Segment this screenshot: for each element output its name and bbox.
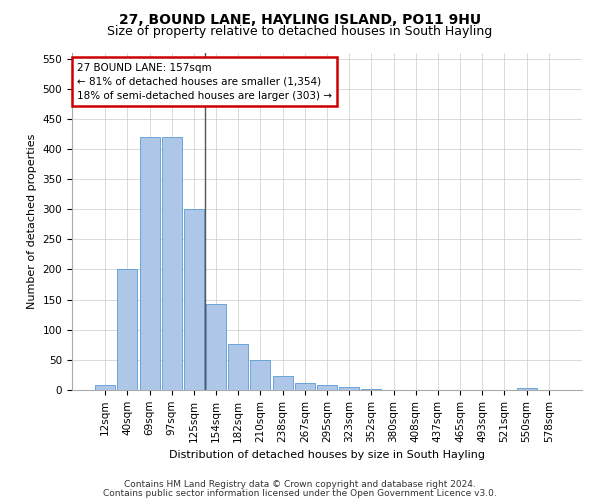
Text: 27 BOUND LANE: 157sqm
← 81% of detached houses are smaller (1,354)
18% of semi-d: 27 BOUND LANE: 157sqm ← 81% of detached … bbox=[77, 62, 332, 100]
Text: 27, BOUND LANE, HAYLING ISLAND, PO11 9HU: 27, BOUND LANE, HAYLING ISLAND, PO11 9HU bbox=[119, 12, 481, 26]
Bar bbox=[140, 137, 160, 390]
Bar bbox=[206, 304, 226, 390]
Bar bbox=[295, 384, 315, 390]
Bar bbox=[272, 376, 293, 390]
Bar bbox=[184, 209, 204, 390]
Bar bbox=[339, 387, 359, 390]
Y-axis label: Number of detached properties: Number of detached properties bbox=[27, 134, 37, 309]
Bar bbox=[118, 270, 137, 390]
Bar bbox=[317, 385, 337, 390]
Text: Contains HM Land Registry data © Crown copyright and database right 2024.: Contains HM Land Registry data © Crown c… bbox=[124, 480, 476, 489]
Bar bbox=[250, 360, 271, 390]
Bar bbox=[95, 385, 115, 390]
Bar bbox=[228, 344, 248, 390]
Bar bbox=[517, 388, 536, 390]
Text: Contains public sector information licensed under the Open Government Licence v3: Contains public sector information licen… bbox=[103, 488, 497, 498]
X-axis label: Distribution of detached houses by size in South Hayling: Distribution of detached houses by size … bbox=[169, 450, 485, 460]
Bar bbox=[162, 137, 182, 390]
Text: Size of property relative to detached houses in South Hayling: Size of property relative to detached ho… bbox=[107, 25, 493, 38]
